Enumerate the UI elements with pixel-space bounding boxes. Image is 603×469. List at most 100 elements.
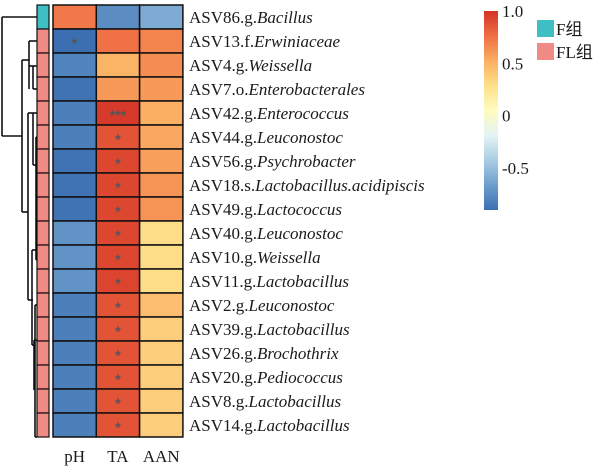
column-label: pH: [64, 447, 85, 466]
row-label: ASV13.f.Erwiniaceae: [189, 32, 341, 51]
row-label: ASV26.g.Brochothrix: [189, 344, 339, 363]
heatmap-cell: [138, 28, 184, 54]
column-label: TA: [107, 447, 129, 466]
colorbar-gradient: [484, 11, 498, 210]
heatmap-cell: [52, 100, 98, 126]
heatmap-cell: [52, 220, 98, 246]
heatmap-cell: [95, 268, 141, 294]
heatmap-cell: [138, 340, 184, 366]
heatmap-cell: [138, 244, 184, 270]
row-label: ASV20.g.Pediococcus: [189, 368, 343, 387]
heatmap-cell: [138, 52, 184, 78]
group-annotation-cell: [36, 388, 50, 414]
heatmap-cell: [52, 412, 98, 438]
significance-marker: ***: [110, 107, 127, 123]
heatmap-cell: [138, 196, 184, 222]
heatmap-cell: [95, 76, 141, 102]
legend-swatch: [537, 20, 554, 37]
row-dendrogram: [1, 16, 37, 438]
row-label: ASV49.g.Lactococcus: [189, 200, 342, 219]
row-label: ASV86.g.Bacillus: [189, 8, 313, 27]
significance-marker: *: [72, 35, 78, 51]
group-annotation-cell: [36, 100, 50, 126]
heatmap-cell: [52, 52, 98, 78]
group-annotation-cell: [36, 220, 50, 246]
row-label: ASV8.g.Lactobacillus: [189, 392, 341, 411]
heatmap-cell: [52, 364, 98, 390]
heatmap-cell: [95, 244, 141, 270]
heatmap-cell: [52, 316, 98, 342]
heatmap-cell: [95, 148, 141, 174]
row-labels: ASV86.g.Bacillus ASV13.f.Erwiniaceae ASV4.…: [189, 8, 425, 435]
significance-marker: *: [115, 251, 121, 267]
row-label: ASV4.g.Weissella: [189, 56, 312, 75]
heatmap-cell: [138, 292, 184, 318]
significance-marker: *: [115, 299, 121, 315]
colorbar-tick-label: 0.5: [502, 54, 523, 73]
colorbar-tick-label: 1.0: [502, 2, 523, 21]
row-label: ASV56.g.Psychrobacter: [189, 152, 356, 171]
column-labels: pH TA AAN: [64, 447, 179, 466]
significance-marker: *: [115, 203, 121, 219]
heatmap-cell: [52, 340, 98, 366]
heatmap-cell: [52, 268, 98, 294]
group-annotation-cell: [36, 196, 50, 222]
heatmap-cell: [138, 412, 184, 438]
group-annotation-cell: [36, 148, 50, 174]
row-label: ASV7.o.Enterobacterales: [189, 80, 365, 99]
row-label: ASV11.g.Lactobacillus: [189, 272, 349, 291]
heatmap-cell: [95, 100, 141, 126]
group-legend: F组 FL组: [537, 20, 593, 62]
row-label: ASV10.g.Weissella: [189, 248, 321, 267]
significance-marker: *: [115, 419, 121, 435]
row-label: ASV39.g.Lactobacillus: [189, 320, 350, 339]
heatmap-cell: [138, 76, 184, 102]
row-label: ASV42.g.Enterococcus: [189, 104, 349, 123]
row-label: ASV18.s.Lactobacillus.acidipiscis: [189, 176, 425, 195]
heatmap-cell: [52, 244, 98, 270]
legend-label: F组: [556, 20, 582, 39]
heatmap-cells: *****************: [52, 4, 184, 438]
heatmap-cell: [95, 196, 141, 222]
significance-marker: *: [115, 275, 121, 291]
heatmap-cell: [138, 100, 184, 126]
legend-label: FL组: [556, 43, 593, 62]
group-annotation-cell: [36, 292, 50, 318]
row-label: ASV14.g.Lactobacillus: [189, 416, 350, 435]
heatmap-cell: [95, 340, 141, 366]
heatmap-cell: [95, 52, 141, 78]
heatmap-cell: [138, 364, 184, 390]
group-annotation-cell: [36, 268, 50, 294]
significance-marker: *: [115, 227, 121, 243]
heatmap-cell: [95, 412, 141, 438]
heatmap-cell: [138, 172, 184, 198]
heatmap-cell: [52, 292, 98, 318]
heatmap-cell: [52, 388, 98, 414]
colorbar-tick-label: 0: [502, 107, 511, 126]
significance-marker: *: [115, 323, 121, 339]
group-annotation-cell: [36, 412, 50, 438]
heatmap-cell: [52, 124, 98, 150]
significance-marker: *: [115, 131, 121, 147]
group-annotation-cell: [36, 244, 50, 270]
column-label: AAN: [143, 447, 180, 466]
colorbar: 1.0 0.5 0 -0.5: [484, 2, 529, 210]
significance-marker: *: [115, 371, 121, 387]
row-label: ASV2.g.Leuconostoc: [189, 296, 335, 315]
heatmap-cell: [95, 4, 141, 30]
heatmap-cell: [138, 148, 184, 174]
heatmap-cell: [138, 268, 184, 294]
row-label: ASV44.g.Leuconostoc: [189, 128, 343, 147]
legend-swatch: [537, 43, 554, 60]
group-annotation-cell: [36, 28, 50, 54]
group-annotation-cell: [36, 76, 50, 102]
group-annotation-cell: [36, 52, 50, 78]
group-annotation-cell: [36, 124, 50, 150]
significance-marker: *: [115, 179, 121, 195]
heatmap-cell: [52, 76, 98, 102]
group-annotation-bar: [36, 4, 50, 438]
group-annotation-cell: [36, 340, 50, 366]
significance-marker: *: [115, 155, 121, 171]
significance-marker: *: [115, 347, 121, 363]
